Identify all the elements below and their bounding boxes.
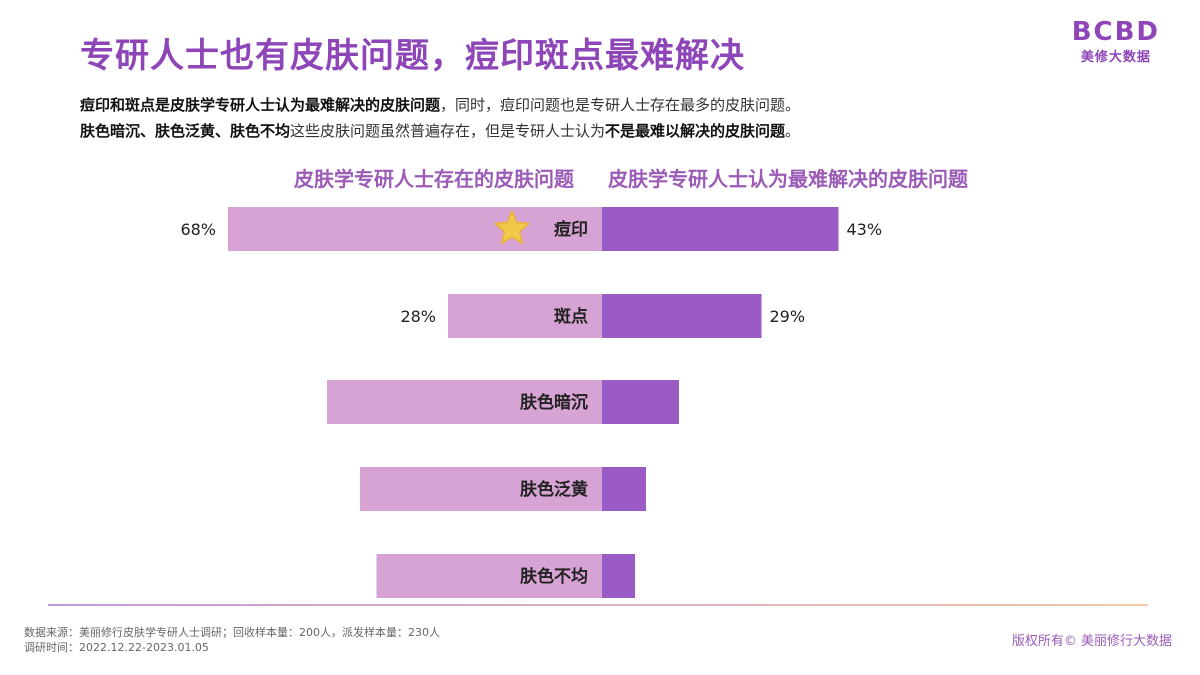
category-label-0: 痘印 (554, 219, 588, 240)
right-bar-2 (602, 380, 679, 424)
right-bar-1 (602, 294, 762, 338)
right-bar-0 (602, 207, 839, 251)
right-value-label-1: 29% (770, 307, 806, 326)
right-bar-3 (602, 467, 646, 511)
category-label-2: 肤色暗沉 (520, 392, 588, 413)
data-source-note: 数据来源：美丽修行皮肤学专研人士调研；回收样本量：200人，派发样本量：230人 (24, 624, 440, 640)
category-label-4: 肤色不均 (520, 566, 588, 587)
copyright-text: 版权所有© 美丽修行大数据 (1012, 630, 1172, 649)
category-label-3: 肤色泛黄 (520, 479, 588, 500)
survey-period-note: 调研时间：2022.12.22-2023.01.05 (24, 639, 209, 655)
left-bar-0 (228, 207, 602, 251)
left-value-label-0: 68% (180, 220, 216, 239)
footer-divider (48, 604, 1148, 606)
right-bar-4 (602, 554, 635, 598)
right-value-label-0: 43% (847, 220, 883, 239)
category-label-1: 斑点 (554, 306, 588, 327)
left-value-label-1: 28% (400, 307, 436, 326)
